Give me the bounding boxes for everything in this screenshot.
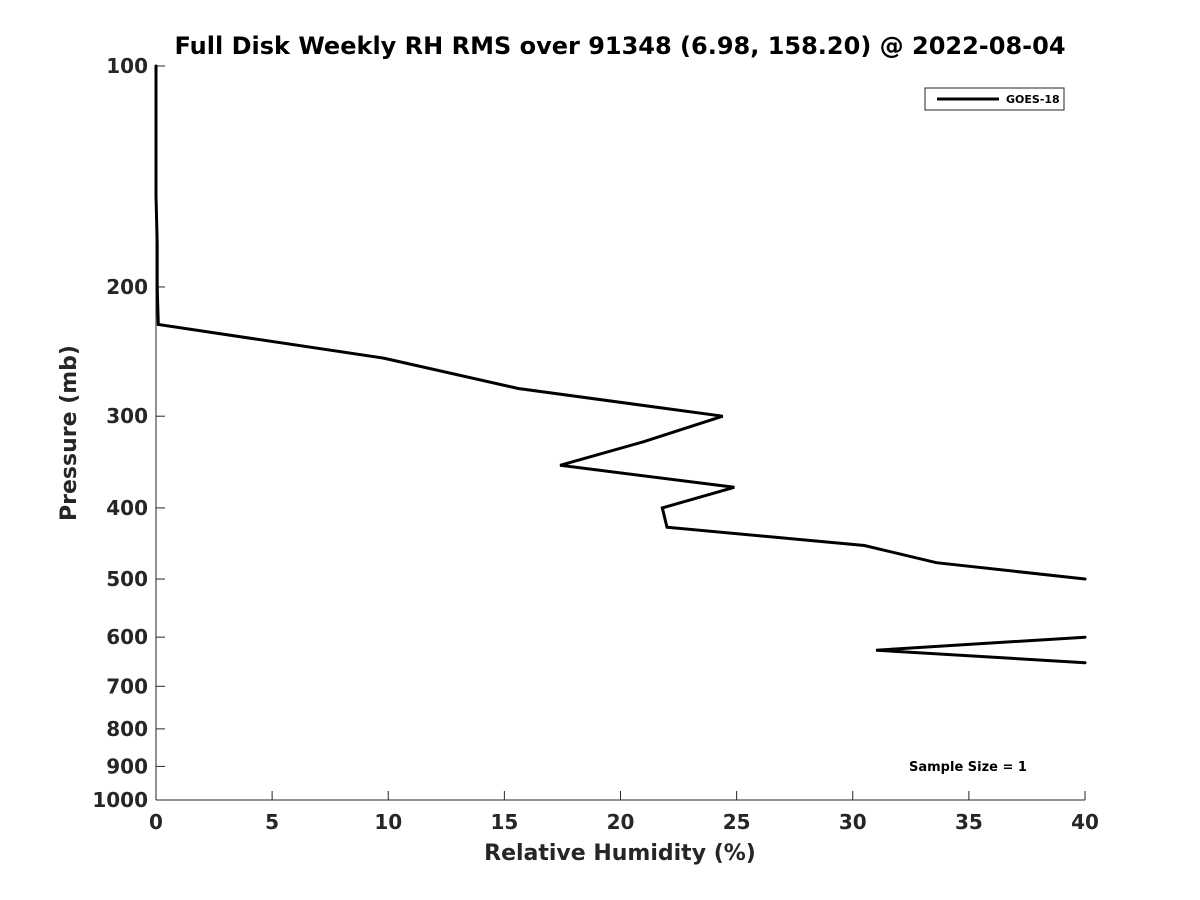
- x-axis-label: Relative Humidity (%): [484, 841, 756, 866]
- legend: GOES-18: [924, 87, 1065, 111]
- legend-label-goes-18: GOES-18: [1006, 93, 1060, 106]
- x-tick-label: 5: [265, 810, 279, 834]
- chart-title: Full Disk Weekly RH RMS over 91348 (6.98…: [174, 32, 1065, 60]
- y-tick-label: 200: [106, 275, 148, 299]
- plot-axes: [155, 66, 1085, 801]
- y-tick-label: 1000: [92, 788, 148, 812]
- x-tick-label: 40: [1071, 810, 1099, 834]
- y-tick-label: 600: [106, 625, 148, 649]
- x-axis-ticks: 0 5 10 15 20 25 30 35 40: [149, 791, 1099, 834]
- y-tick-label: 300: [106, 404, 148, 428]
- series-line-goes-18-segment-2: [875, 635, 1087, 665]
- x-tick-label: 10: [374, 810, 402, 834]
- y-tick-label: 900: [106, 754, 148, 778]
- series-layer: [154, 64, 1087, 665]
- x-tick-label: 30: [839, 810, 867, 834]
- x-tick-label: 15: [490, 810, 518, 834]
- y-tick-label: 100: [106, 54, 148, 78]
- x-tick-label: 25: [723, 810, 751, 834]
- y-tick-label: 400: [106, 496, 148, 520]
- x-tick-label: 20: [607, 810, 635, 834]
- y-tick-label: 800: [106, 717, 148, 741]
- y-axis-label: Pressure (mb): [57, 345, 82, 521]
- y-tick-label: 700: [106, 674, 148, 698]
- y-tick-label: 500: [106, 567, 148, 591]
- y-axis-ticks: 100 200 300 400 500 600 700 800 900 1000: [92, 54, 165, 812]
- x-tick-label: 35: [955, 810, 983, 834]
- sample-size-note: Sample Size = 1: [909, 760, 1027, 775]
- x-tick-label: 0: [149, 810, 163, 834]
- series-line-goes-18-segment-1: [154, 64, 1087, 581]
